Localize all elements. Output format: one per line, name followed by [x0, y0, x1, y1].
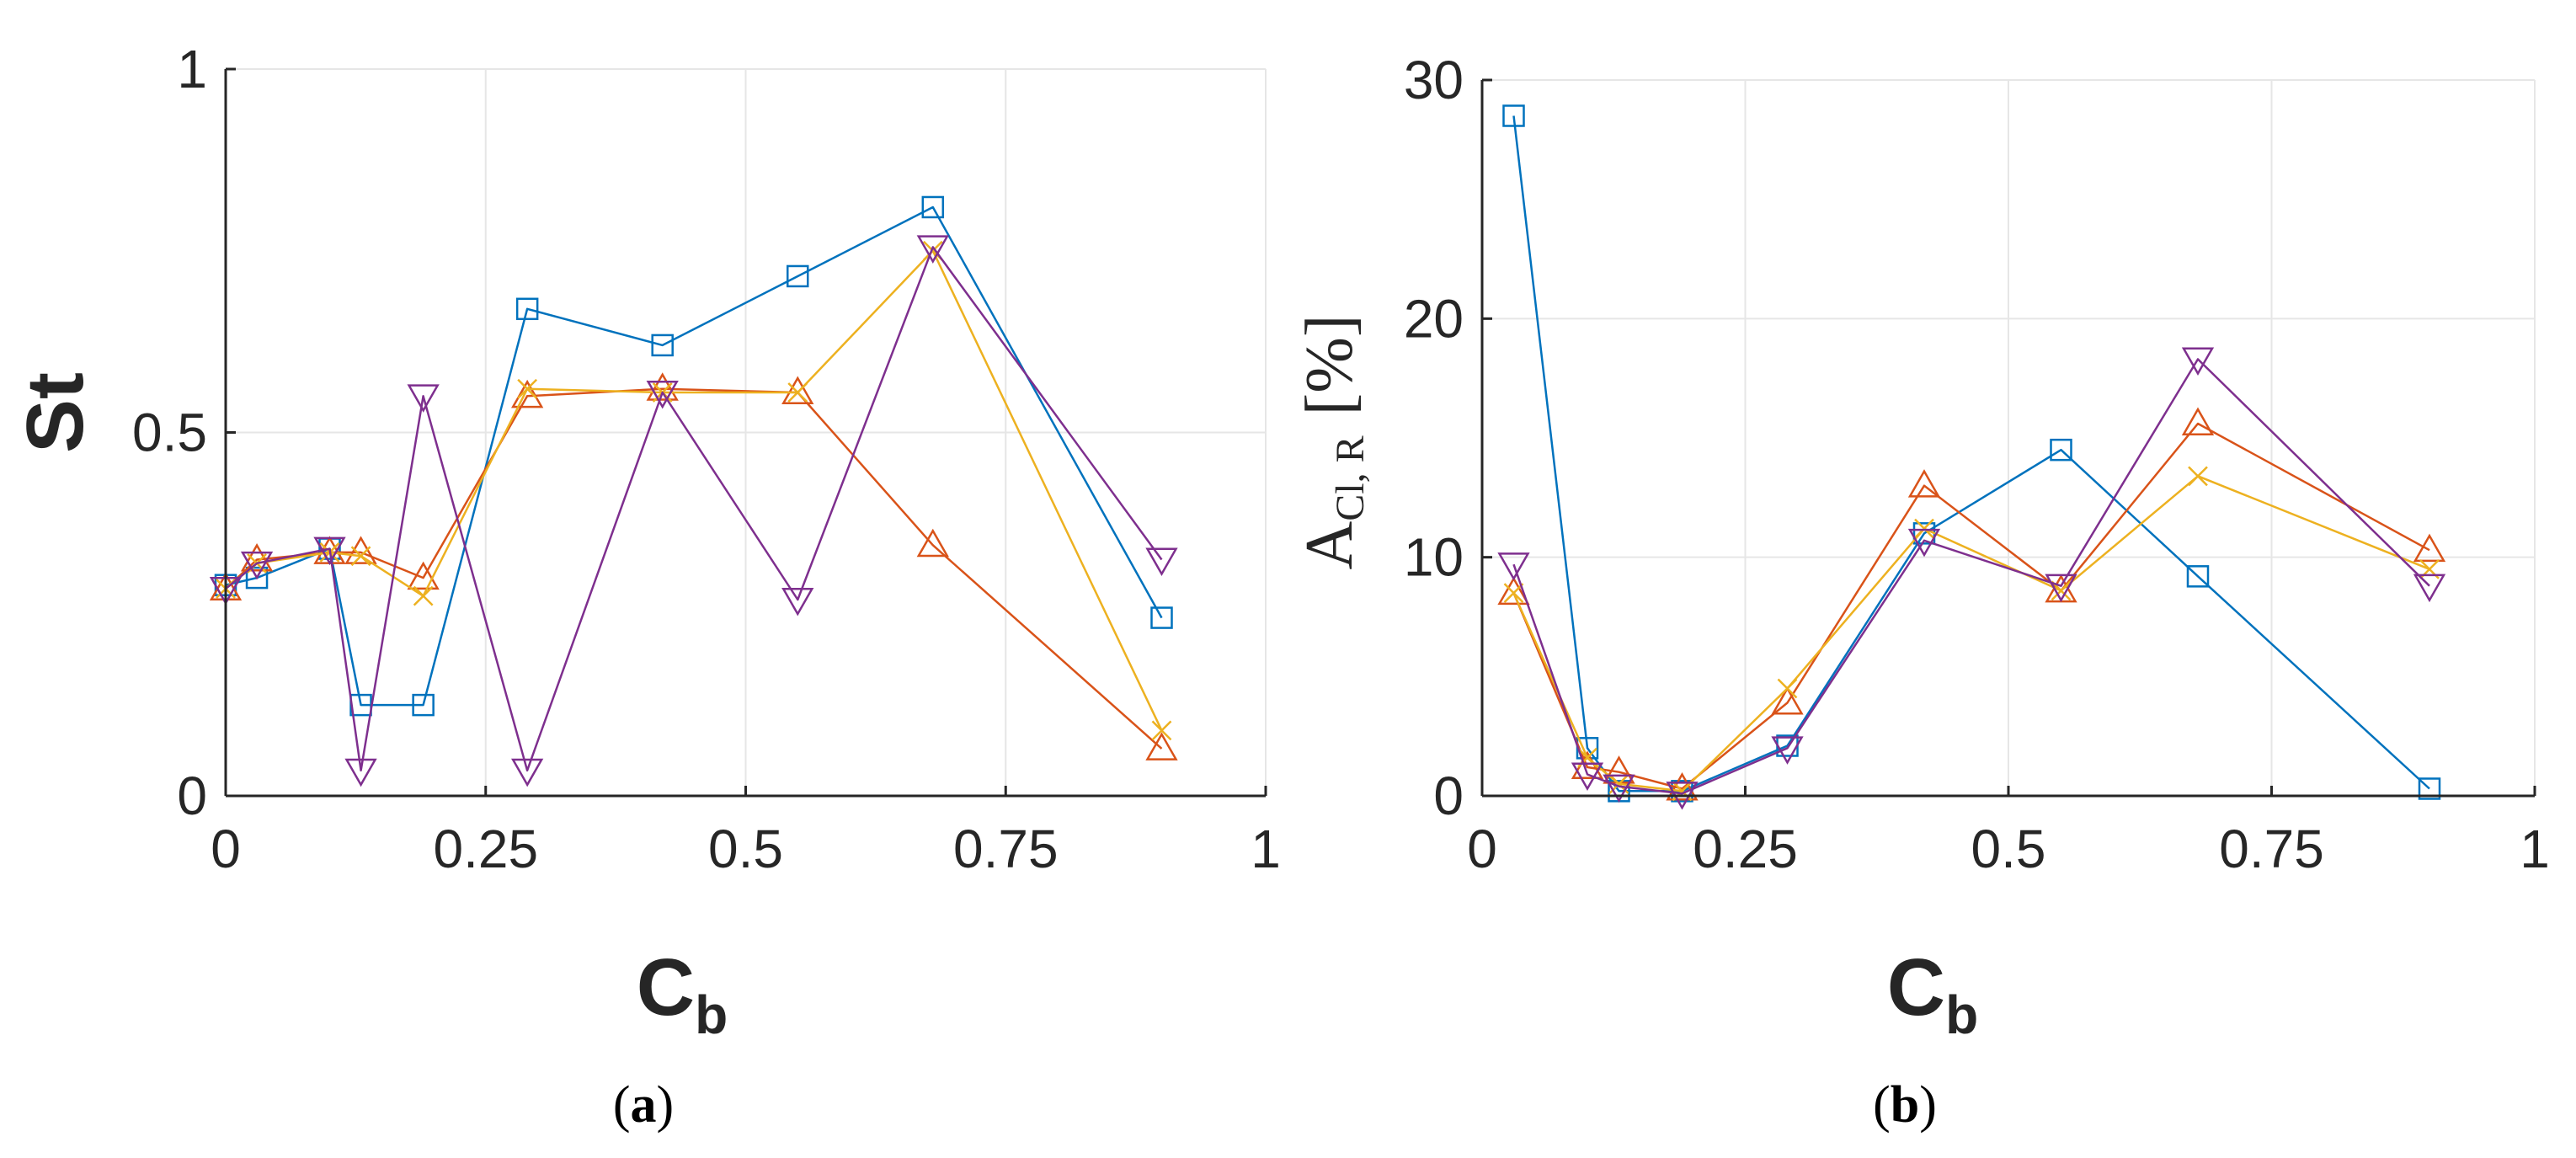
- x-axis-label-b: Cb: [1887, 942, 1978, 1045]
- ticks-a: 0 0.25 0.5 0.75 1 0 0.5 1: [132, 39, 1281, 879]
- data-point-series-1: [1502, 104, 1525, 127]
- data-point-series-4: [407, 384, 440, 413]
- data-point-series-4: [1771, 736, 1804, 765]
- data-point-series-4: [916, 235, 949, 264]
- y-tick-label: 20: [1404, 288, 1464, 349]
- series-line-4: [225, 246, 1163, 772]
- series-layer-a: [209, 195, 1178, 787]
- data-point-series-2: [510, 379, 544, 408]
- x-tick-label: 0.75: [2219, 819, 2324, 879]
- data-point-series-1: [787, 264, 809, 288]
- data-point-series-1: [1150, 606, 1173, 629]
- x-axis-label-a: Cb: [637, 942, 728, 1045]
- x-tick-label: 0.25: [433, 819, 538, 879]
- y-tick-label: 30: [1404, 50, 1464, 110]
- data-point-series-4: [646, 381, 679, 409]
- data-point-series-3: [1914, 518, 1934, 539]
- data-point-series-2: [344, 536, 377, 564]
- series-line-4: [1512, 358, 2430, 795]
- data-point-series-1: [2186, 565, 2210, 588]
- data-point-series-3: [1503, 583, 1524, 604]
- y-tick-label: 1: [177, 39, 207, 99]
- data-point-series-4: [2413, 574, 2446, 603]
- series-line-1: [1512, 115, 2430, 792]
- x-tick-label: 0.25: [1693, 819, 1798, 879]
- data-point-series-3: [787, 382, 808, 403]
- y-tick-label: 0: [1433, 766, 1464, 826]
- data-point-series-4: [1907, 528, 1941, 558]
- y-tick-label: 0: [177, 766, 207, 826]
- grid-b: [1482, 79, 2536, 796]
- data-point-series-1: [245, 566, 269, 590]
- data-point-series-2: [781, 376, 814, 405]
- series-line-2: [1512, 422, 2430, 790]
- series-layer-b: [1497, 104, 2446, 810]
- series-line-3: [225, 249, 1163, 731]
- x-tick-label: 1: [1251, 819, 1281, 879]
- data-point-series-4: [781, 587, 814, 616]
- data-point-series-4: [1145, 547, 1178, 577]
- data-point-series-4: [344, 758, 377, 787]
- data-point-series-2: [1497, 576, 1530, 606]
- data-point-series-4: [240, 551, 274, 580]
- series-line-1: [225, 205, 1163, 707]
- data-point-series-2: [646, 372, 679, 401]
- data-point-series-2: [2181, 407, 2215, 435]
- x-tick-label: 0.5: [1971, 819, 2046, 879]
- grid-a: [226, 68, 1267, 796]
- data-point-series-2: [916, 528, 949, 558]
- chart-panel-a: 0 0.25 0.5 0.75 1 0 0.5 1 Cb St (a): [10, 39, 1281, 1134]
- data-point-series-1: [515, 297, 539, 321]
- data-point-series-4: [510, 758, 544, 787]
- data-point-series-3: [1777, 678, 1798, 699]
- data-point-series-2: [1907, 469, 1941, 498]
- caption-b: (b): [1873, 1076, 1937, 1134]
- y-tick-label: 0.5: [132, 403, 207, 463]
- data-point-series-2: [240, 543, 274, 572]
- data-point-series-2: [2045, 574, 2077, 603]
- data-point-series-1: [412, 693, 435, 717]
- data-point-series-3: [517, 378, 538, 399]
- x-tick-label: 1: [2520, 819, 2550, 879]
- x-tick-label: 0.75: [953, 819, 1059, 879]
- data-point-series-1: [651, 334, 674, 357]
- data-point-series-3: [2188, 466, 2208, 487]
- data-point-series-2: [1145, 732, 1178, 760]
- data-point-series-3: [350, 546, 371, 567]
- data-point-series-3: [1151, 720, 1172, 741]
- x-tick-label: 0: [211, 819, 241, 879]
- data-point-series-2: [1666, 771, 1699, 801]
- data-point-series-2: [407, 561, 440, 590]
- x-tick-label: 0: [1467, 819, 1497, 879]
- data-point-series-4: [2045, 574, 2077, 603]
- data-point-series-3: [413, 585, 434, 606]
- data-point-series-4: [1603, 774, 1635, 803]
- y-axis-label-a: St: [10, 372, 100, 453]
- data-point-series-4: [1497, 552, 1530, 581]
- data-point-series-4: [2181, 347, 2215, 376]
- data-point-series-2: [1771, 686, 1804, 715]
- data-point-series-4: [313, 536, 346, 566]
- x-tick-label: 0.5: [708, 819, 783, 879]
- data-point-series-2: [2413, 533, 2446, 563]
- data-point-series-1: [2418, 777, 2441, 800]
- data-point-series-1: [921, 195, 945, 219]
- caption-a: (a): [613, 1076, 674, 1134]
- y-tick-label: 10: [1404, 527, 1464, 588]
- data-point-series-4: [1571, 762, 1604, 792]
- y-axis-label-b: ACl, R[%]: [1293, 314, 1373, 569]
- data-point-series-1: [2050, 438, 2072, 462]
